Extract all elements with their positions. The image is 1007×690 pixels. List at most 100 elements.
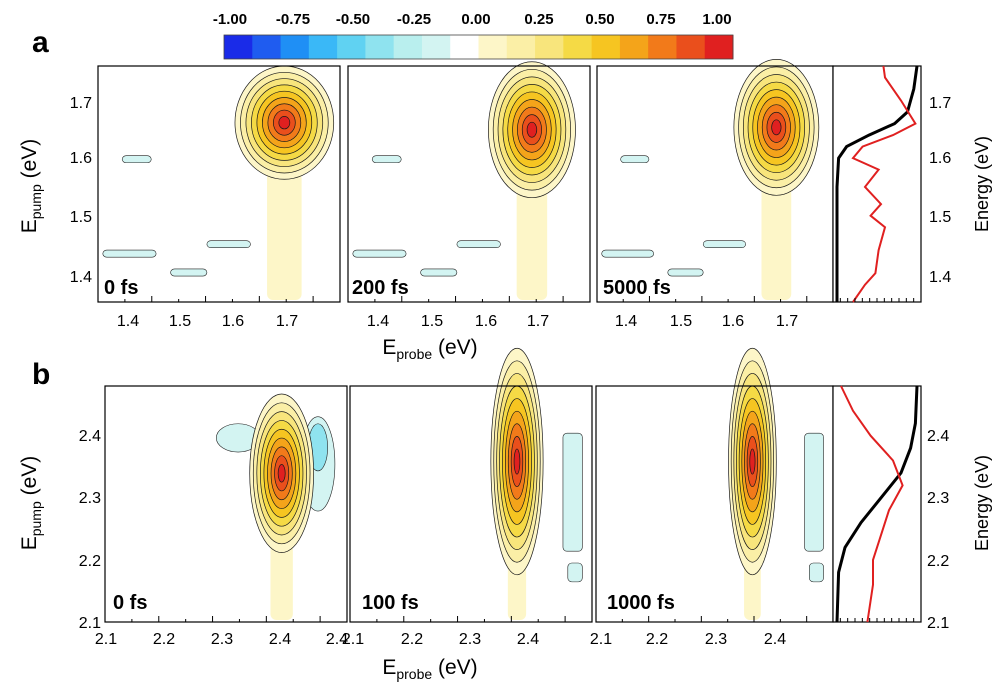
colorbar-cell [308,35,338,59]
colorbar-cell [506,35,536,59]
negative-feature [562,432,583,552]
heatmap-panel-b-0fs [104,385,348,623]
negative-feature [804,432,824,552]
x-axis-title-b: Eprobe (eV) [382,656,477,682]
spectrum-panel-a [832,65,922,303]
x-tick-label: 1.7 [527,313,549,330]
x-tick-label: 2.3 [211,631,233,648]
x-tick-label: 1.5 [421,313,443,330]
right-axis-title-b: Energy (eV) [972,455,992,551]
x-tick-labels-a: 1.4 1.5 1.6 1.7 1.4 1.5 1.6 1.7 1.4 1.5 … [117,313,798,330]
x-tick-label: 1.7 [776,313,798,330]
colorbar-cell [252,35,282,59]
colorbar: -1.00 -0.75 -0.50 -0.25 0.00 0.25 0.50 0… [213,11,734,60]
colorbar-tick-label: 1.00 [702,11,731,28]
colorbar-cell [393,35,423,59]
negative-feature [567,562,583,583]
colorbar-cell [676,35,706,59]
x-tick-label: 2.3 [705,631,727,648]
x-tick-label: 1.5 [670,313,692,330]
x-tick-label: 2.1 [95,631,117,648]
right-tick-label: 2.1 [927,615,949,632]
time-labels-a: 0 fs 200 fs 5000 fs [104,277,671,299]
heatmap-panel-a-5000fs [596,59,834,303]
spectrum-panel-b [832,385,922,623]
colorbar-tick-label: -1.00 [213,11,247,28]
x-tick-label: 1.6 [722,313,744,330]
panel-frame [104,385,348,623]
x-tick-label: 2.1 [590,631,612,648]
x-tick-label: 2.4 [764,631,786,648]
right-tick-label: 2.4 [927,428,949,445]
colorbar-cell [280,35,310,59]
contour-level [513,448,521,475]
row-b: 0 fs 100 fs 1000 fs 2.1 2.2 2.3 2.4 2.1 … [18,347,992,682]
time-label: 0 fs [113,592,147,614]
negative-feature [102,249,157,258]
y-tick-label: 2.2 [79,553,101,570]
x-tick-label: 2.4 [517,631,539,648]
colorbar-cell [704,35,734,59]
x-tick-label: 2.4 [326,631,348,648]
y-tick-label: 1.6 [70,150,92,167]
colorbar-cell [535,35,564,59]
x-tick-label: 1.4 [117,313,139,330]
y-tick-label: 1.4 [70,269,92,286]
time-label: 200 fs [352,277,409,299]
negative-feature [371,155,402,164]
time-label: 0 fs [104,277,138,299]
y-axis-title-b: Epump (eV) [18,456,44,551]
negative-feature [420,268,458,277]
x-tick-label: 2.2 [153,631,175,648]
time-label: 1000 fs [607,592,675,614]
negative-feature [121,155,152,164]
colorbar-cell [619,35,649,59]
contour-level [749,448,756,475]
colorbar-cell [563,35,593,59]
colorbar-tick-label: -0.50 [336,11,370,28]
y-axis-title-a: Epump (eV) [18,139,44,234]
y-tick-labels-a: 1.4 1.5 1.6 1.7 [70,95,92,286]
heatmap-panel-b-100fs [349,347,593,623]
y-tick-label: 1.7 [70,95,92,112]
contour-level [526,121,538,138]
time-labels-b: 0 fs 100 fs 1000 fs [113,592,675,614]
right-tick-label: 1.7 [929,95,951,112]
x-tick-labels-b: 2.1 2.2 2.3 2.4 2.4 2.1 2.2 2.3 2.4 2.1 … [95,631,786,648]
colorbar-cell [648,35,677,59]
colorbar-cell [421,35,451,59]
right-tick-label: 1.6 [929,150,951,167]
right-tick-label: 1.4 [929,269,951,286]
y-tick-label: 2.3 [79,490,101,507]
right-axis-title-a: Energy (eV) [972,136,992,232]
negative-feature [620,155,650,164]
negative-feature [456,240,501,249]
negative-feature [206,240,251,249]
colorbar-cell [591,35,621,59]
panel-background [350,386,592,622]
absorption-spectrum-line [835,385,919,623]
negative-feature [170,268,208,277]
colorbar-cell [337,35,366,59]
heatmap-panel-b-1000fs [595,347,834,623]
y-tick-label: 2.4 [79,428,101,445]
panel-frame [97,65,341,303]
colorbar-tick-label: -0.25 [397,11,431,28]
colorbar-cell [224,35,253,59]
x-tick-label: 1.7 [276,313,298,330]
heatmap-panel-a-0fs [97,65,341,303]
panel-frame [349,385,593,623]
right-tick-label: 2.3 [927,490,949,507]
colorbar-cell [478,35,508,59]
x-tick-label: 2.2 [401,631,423,648]
colorbar-cell [365,35,395,59]
heatmap-panel-a-200fs [347,61,591,303]
negative-feature [702,240,746,249]
panel-label-a: a [32,26,49,59]
panel-frame [347,65,591,303]
time-label: 100 fs [362,592,419,614]
y-tick-label: 1.5 [70,209,92,226]
colorbar-frame [223,34,734,60]
laser-spectrum-line [840,385,904,623]
